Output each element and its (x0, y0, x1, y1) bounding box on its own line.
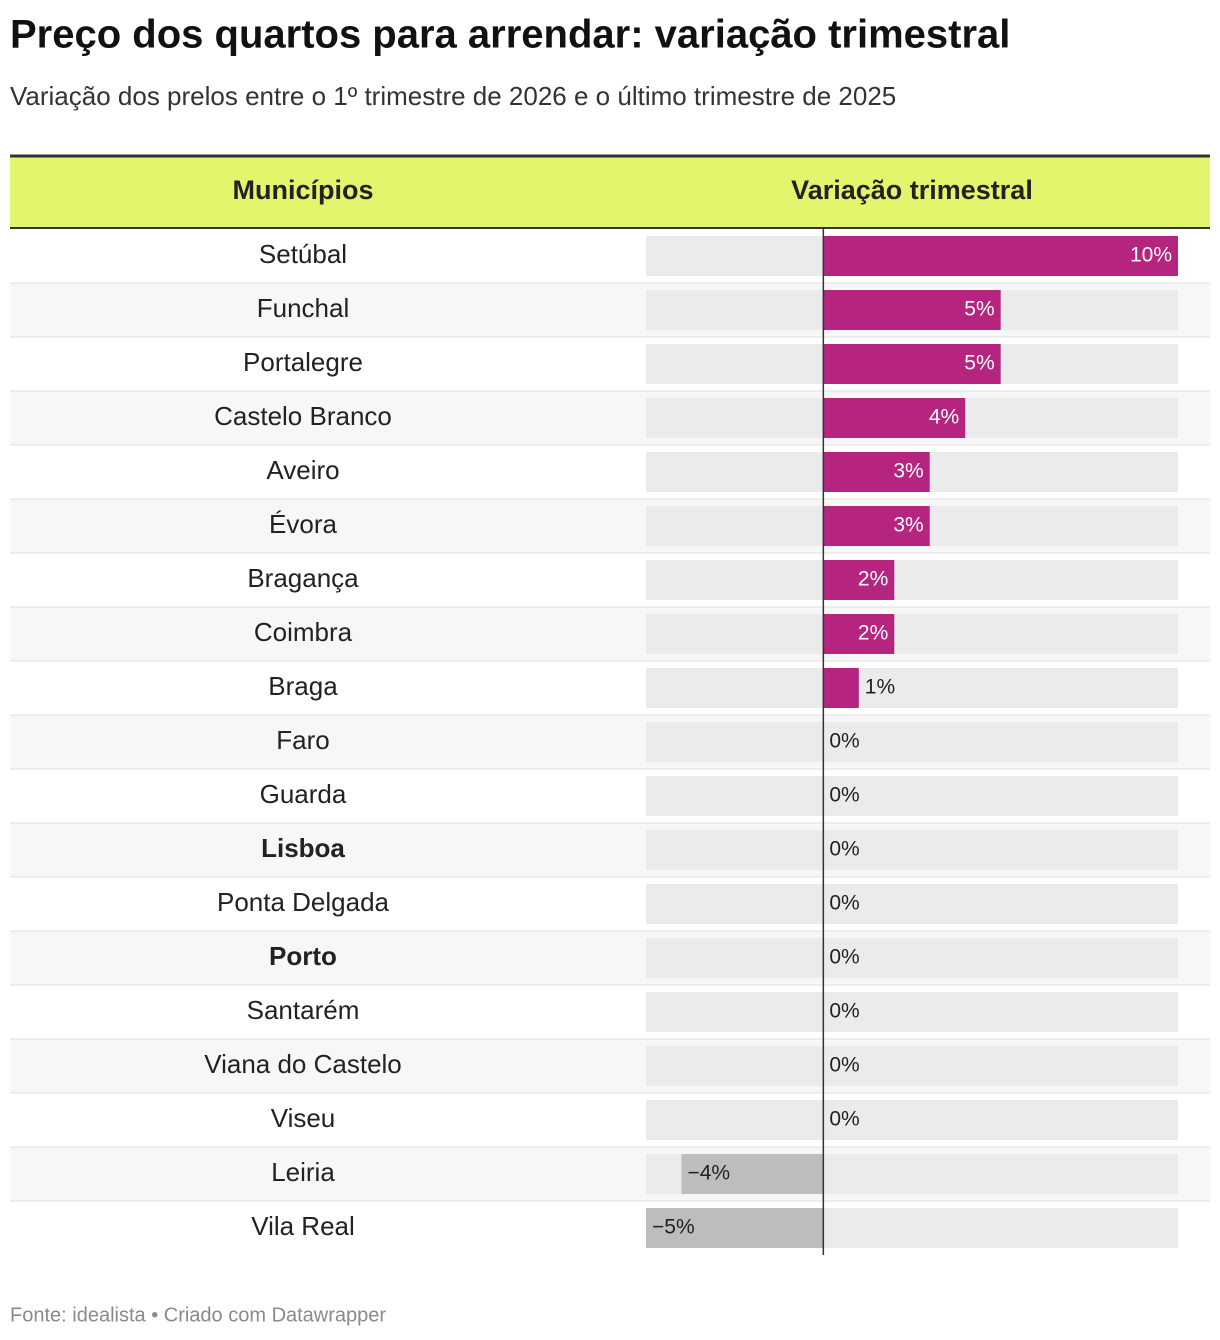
bar (823, 290, 1001, 330)
bar-track (646, 668, 1178, 708)
row-label: Portalegre (243, 347, 363, 377)
bar (823, 668, 859, 708)
bar (823, 452, 930, 492)
value-label: 0% (829, 784, 859, 807)
value-label: 0% (829, 1054, 859, 1077)
value-label: 0% (829, 1000, 859, 1023)
bar-track (646, 1046, 1178, 1086)
value-label: 0% (829, 946, 859, 969)
row-label: Setúbal (259, 239, 347, 269)
bar (823, 614, 895, 654)
footer: Fonte: idealista • Criado com Datawrappe… (10, 1304, 386, 1326)
subtitle: Variação dos prelos entre o 1º trimestre… (10, 81, 896, 111)
value-label: 2% (858, 568, 888, 591)
value-label: 3% (893, 460, 923, 483)
value-label: −4% (687, 1162, 730, 1185)
bar (823, 506, 930, 546)
row-label: Évora (269, 509, 337, 539)
row-label: Lisboa (261, 833, 345, 863)
header-band (10, 156, 1210, 228)
bar-track (646, 938, 1178, 978)
row-label: Aveiro (266, 455, 339, 485)
column-header: Municípios (233, 175, 374, 205)
bar (823, 560, 895, 600)
column-header: Variação trimestral (791, 175, 1033, 205)
row-label: Ponta Delgada (217, 887, 390, 917)
value-label: 0% (829, 892, 859, 915)
value-label: 0% (829, 838, 859, 861)
row-label: Coimbra (254, 617, 353, 647)
row-label: Leiria (271, 1157, 335, 1187)
value-label: 10% (1130, 244, 1172, 267)
row-label: Porto (269, 941, 337, 971)
value-label: 2% (858, 622, 888, 645)
bar (823, 344, 1001, 384)
bar-track (646, 776, 1178, 816)
value-label: 3% (893, 514, 923, 537)
bar (681, 1154, 824, 1194)
bar-track (646, 884, 1178, 924)
value-label: 5% (964, 298, 994, 321)
value-label: 4% (929, 406, 959, 429)
bar-track (646, 722, 1178, 762)
bar-track (646, 992, 1178, 1032)
bar-track (646, 560, 1178, 600)
value-label: 5% (964, 352, 994, 375)
row-label: Vila Real (251, 1211, 355, 1241)
row-label: Faro (276, 725, 329, 755)
bar (823, 398, 966, 438)
row-label: Viseu (271, 1103, 336, 1133)
bar-track (646, 614, 1178, 654)
bar-track (646, 1100, 1178, 1140)
row-label: Funchal (257, 293, 350, 323)
row-label: Braga (268, 671, 338, 701)
value-label: 0% (829, 1108, 859, 1131)
bar (646, 1208, 824, 1248)
row-label: Santarém (247, 995, 360, 1025)
bar (823, 236, 1178, 276)
row-label: Castelo Branco (214, 401, 392, 431)
row-label: Bragança (247, 563, 359, 593)
title: Preço dos quartos para arrendar: variaçã… (10, 13, 1010, 57)
value-label: −5% (652, 1216, 695, 1239)
value-label: 1% (865, 676, 895, 699)
row-label: Viana do Castelo (204, 1049, 402, 1079)
value-label: 0% (829, 730, 859, 753)
bar-track (646, 830, 1178, 870)
row-label: Guarda (260, 779, 347, 809)
